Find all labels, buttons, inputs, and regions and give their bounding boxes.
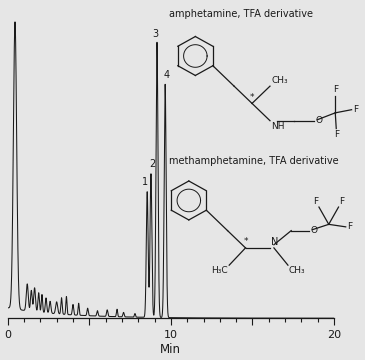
Text: *: * — [250, 93, 254, 102]
Text: F: F — [333, 85, 338, 94]
Text: H₃C: H₃C — [211, 266, 227, 275]
Text: F: F — [339, 197, 345, 206]
X-axis label: Min: Min — [160, 343, 181, 356]
Text: O: O — [310, 226, 317, 235]
Text: methamphetamine, TFA derivative: methamphetamine, TFA derivative — [169, 157, 339, 166]
Text: NH: NH — [271, 122, 284, 131]
Text: *: * — [243, 237, 248, 246]
Text: 4: 4 — [164, 71, 170, 80]
Text: F: F — [353, 105, 358, 114]
Text: F: F — [347, 222, 352, 231]
Text: F: F — [313, 197, 318, 206]
Text: 2: 2 — [149, 159, 155, 169]
Text: CH₃: CH₃ — [272, 76, 288, 85]
Text: 1: 1 — [142, 177, 148, 186]
Text: N: N — [271, 237, 278, 247]
Text: F: F — [334, 130, 339, 139]
Text: 3: 3 — [152, 28, 158, 39]
Text: amphetamine, TFA derivative: amphetamine, TFA derivative — [169, 9, 313, 19]
Text: O: O — [315, 116, 322, 125]
Text: CH₃: CH₃ — [289, 266, 306, 275]
